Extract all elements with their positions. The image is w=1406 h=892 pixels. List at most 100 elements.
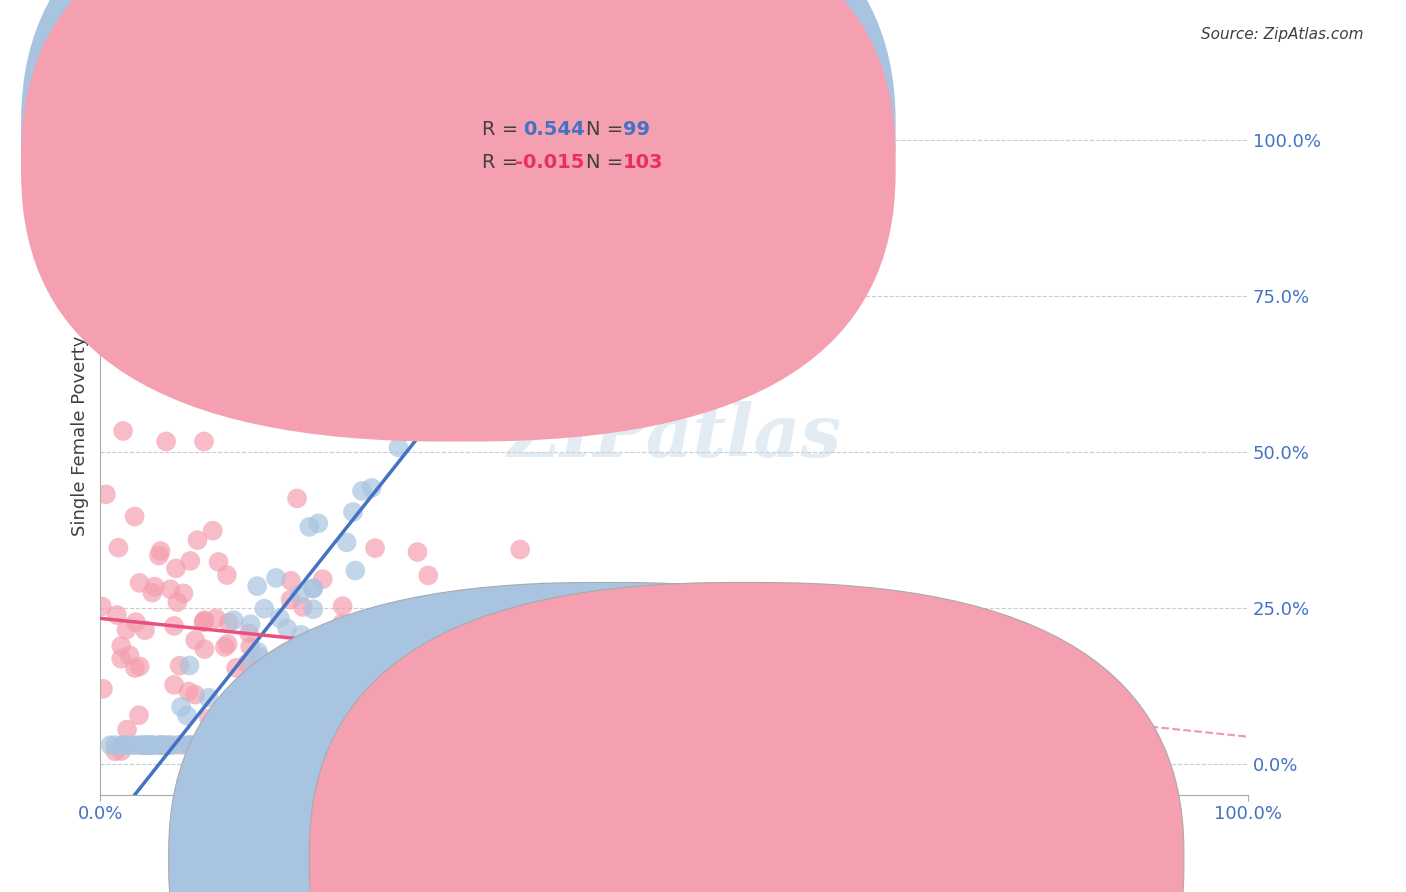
Point: [141, 585, 163, 599]
Point: [312, 572, 335, 586]
Point: [336, 535, 359, 549]
Point: [142, 738, 165, 752]
Point: [184, 633, 207, 648]
Point: [425, 701, 447, 715]
Point: [134, 623, 156, 637]
Point: [238, 626, 260, 640]
Point: [409, 307, 432, 321]
Point: [239, 617, 262, 632]
Point: [484, 642, 506, 657]
Point: [236, 738, 259, 752]
Point: [240, 657, 263, 671]
Point: [193, 615, 215, 630]
Point: [105, 607, 128, 622]
Point: [149, 544, 172, 558]
Point: [603, 735, 626, 749]
Point: [238, 738, 260, 752]
Point: [215, 568, 238, 582]
Point: [111, 738, 134, 752]
Point: [193, 615, 215, 629]
Point: [100, 738, 122, 752]
Point: [148, 549, 170, 563]
Point: [498, 239, 520, 253]
Point: [562, 120, 585, 135]
Point: [225, 661, 247, 675]
Point: [344, 626, 367, 640]
Point: [269, 611, 291, 625]
Point: [461, 304, 484, 318]
Point: [406, 739, 429, 754]
Point: [219, 738, 242, 752]
Point: [179, 658, 201, 673]
Point: [115, 623, 138, 637]
Point: [298, 520, 321, 534]
Point: [399, 705, 422, 719]
Point: [342, 505, 364, 519]
Point: [114, 738, 136, 752]
Point: [179, 554, 201, 568]
Point: [297, 671, 319, 685]
Point: [443, 225, 465, 239]
Point: [134, 738, 156, 752]
Point: [201, 524, 224, 538]
Point: [568, 120, 591, 135]
Point: [125, 615, 148, 630]
Point: [409, 610, 432, 624]
Point: [315, 744, 337, 758]
Point: [546, 120, 568, 135]
Text: R =: R =: [482, 153, 519, 172]
Point: [139, 738, 162, 752]
Point: [285, 491, 308, 506]
Point: [174, 738, 197, 752]
Point: [356, 666, 378, 681]
Point: [219, 738, 242, 752]
Point: [218, 615, 240, 630]
Point: [302, 602, 325, 616]
Point: [115, 723, 138, 737]
Point: [398, 330, 420, 344]
Point: [134, 738, 156, 752]
Point: [344, 680, 367, 694]
Point: [360, 481, 382, 495]
Point: [110, 744, 132, 758]
Point: [135, 738, 157, 752]
Point: [129, 738, 152, 752]
Point: [166, 595, 188, 609]
Point: [557, 120, 579, 135]
Point: [626, 145, 648, 160]
Point: [699, 289, 721, 303]
Point: [247, 649, 270, 664]
Point: [179, 738, 201, 752]
Point: [332, 405, 354, 419]
Point: [215, 738, 238, 752]
Point: [152, 738, 174, 752]
Point: [170, 699, 193, 714]
Text: Italians: Italians: [630, 851, 696, 869]
Point: [332, 599, 354, 614]
Point: [118, 648, 141, 663]
Point: [253, 601, 276, 615]
Text: ZIPatlas: ZIPatlas: [508, 401, 841, 472]
Point: [197, 690, 219, 705]
Point: [280, 574, 302, 588]
Point: [290, 628, 312, 642]
Point: [200, 738, 222, 752]
Point: [295, 655, 318, 669]
Text: ITALIAN VS THAI SINGLE FEMALE POVERTY CORRELATION CHART: ITALIAN VS THAI SINGLE FEMALE POVERTY CO…: [56, 36, 728, 55]
Point: [418, 568, 440, 582]
Point: [90, 599, 112, 614]
Point: [198, 711, 221, 725]
Point: [163, 678, 186, 692]
Point: [288, 588, 311, 602]
Point: [330, 616, 353, 631]
Point: [124, 509, 146, 524]
Point: [243, 738, 266, 752]
Point: [201, 738, 224, 752]
Text: 99: 99: [623, 120, 650, 139]
Point: [176, 708, 198, 723]
Point: [163, 619, 186, 633]
Point: [591, 601, 613, 615]
Point: [569, 120, 592, 135]
Point: [419, 744, 441, 758]
Point: [364, 541, 387, 555]
